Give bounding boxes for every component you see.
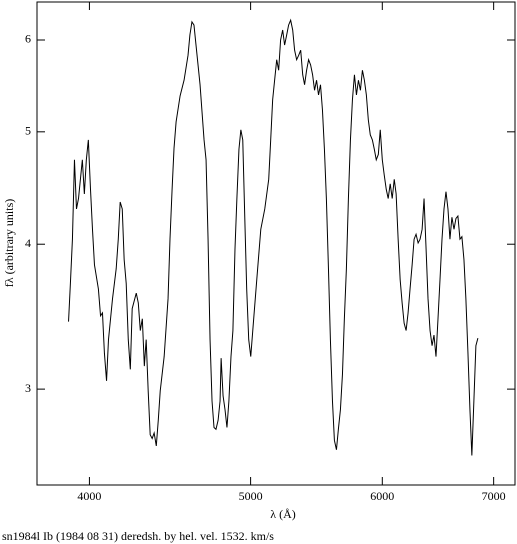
- plot-frame: [36, 1, 516, 486]
- chart-title: sn1984l Ib (1984 08 31) deredsh. by hel.…: [2, 529, 274, 543]
- x-tick-label: 5000: [239, 489, 263, 503]
- x-axis-label: λ (Å): [270, 507, 295, 521]
- spectrum-line: [68, 18, 479, 456]
- y-tick-label: 4: [25, 236, 31, 250]
- y-tick-label: 6: [25, 32, 31, 46]
- x-tick-label: 6000: [370, 489, 394, 503]
- y-axis-label: fλ (arbitrary units): [2, 199, 16, 287]
- x-tick-label: 7000: [482, 489, 506, 503]
- y-tick-label: 5: [25, 124, 31, 138]
- y-tick-label: 3: [25, 381, 31, 395]
- x-tick-label: 4000: [77, 489, 101, 503]
